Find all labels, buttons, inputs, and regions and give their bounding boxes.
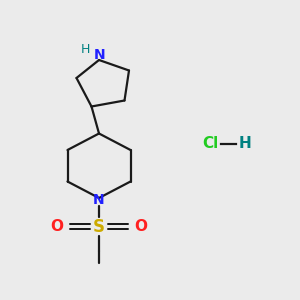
Text: O: O bbox=[50, 219, 64, 234]
Text: S: S bbox=[93, 218, 105, 236]
Text: O: O bbox=[134, 219, 148, 234]
Text: N: N bbox=[94, 48, 105, 62]
Text: H: H bbox=[81, 43, 90, 56]
Text: H: H bbox=[238, 136, 251, 152]
Text: N: N bbox=[93, 194, 105, 207]
Text: Cl: Cl bbox=[202, 136, 218, 152]
